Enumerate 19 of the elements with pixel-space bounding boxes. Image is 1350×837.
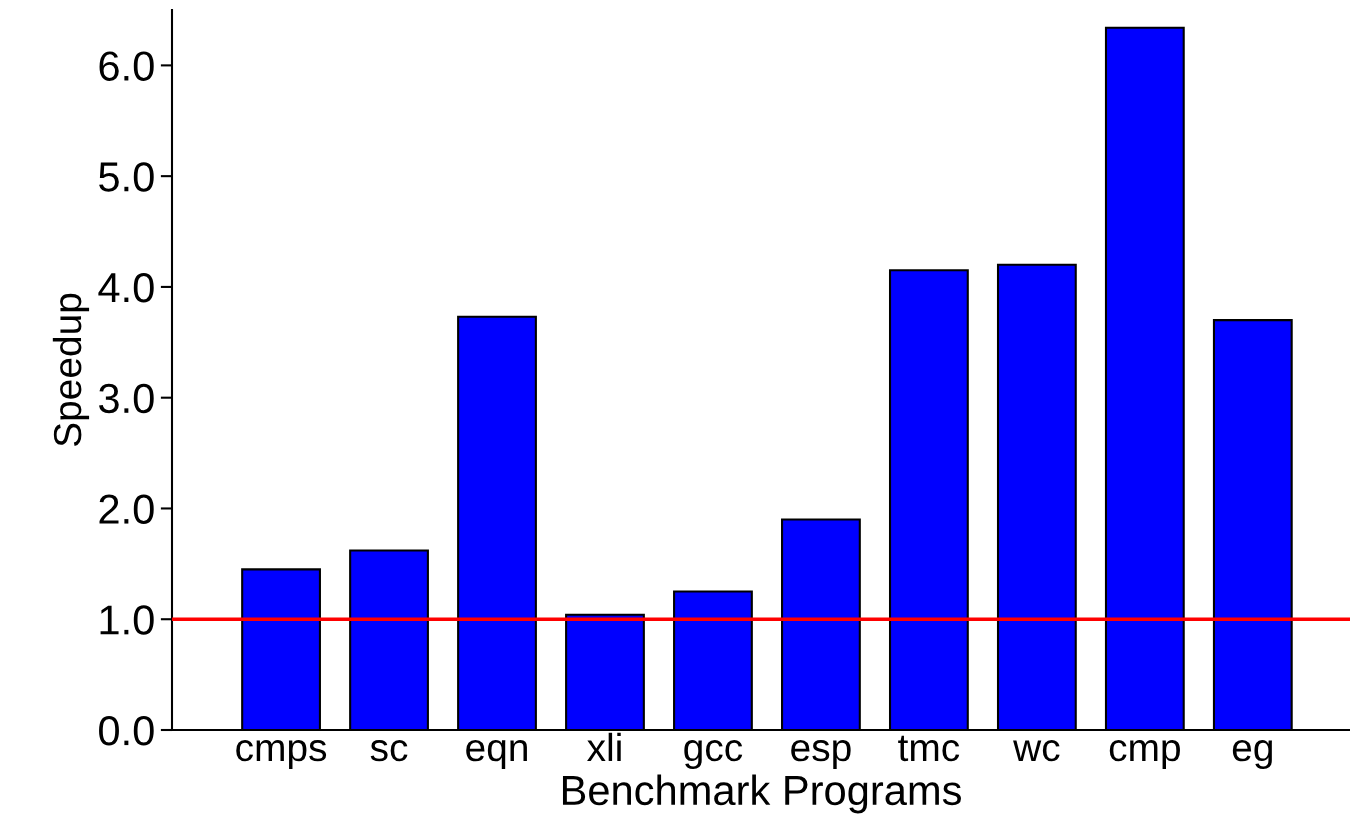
x-axis-title: Benchmark Programs [562,774,961,814]
x-tick-label: tmc [898,735,960,762]
x-tick-label: cmp [1109,740,1180,770]
y-tick-label: 4.0 [98,272,154,303]
y-tick-label: 2.0 [99,494,154,524]
x-tick-label: eg [1232,740,1272,770]
x-tick-label: cmps [236,740,327,770]
y-tick-label: 1.0 [100,605,154,635]
x-tick-label: wc [1013,740,1060,762]
y-tick-label: 5.0 [99,162,154,192]
y-tick-label: 3.0 [99,383,154,414]
y-axis-title: Speedup [52,293,90,447]
x-tick-label: eqn [466,740,527,770]
x-tick-label: esp [791,740,851,770]
x-tick-label: sc [370,740,408,762]
x-tick-label: gcc [684,740,743,770]
y-tick-label: 0.0 [99,716,154,746]
y-tick-label: 6.0 [99,51,154,81]
x-tick-label: xli [587,732,621,761]
